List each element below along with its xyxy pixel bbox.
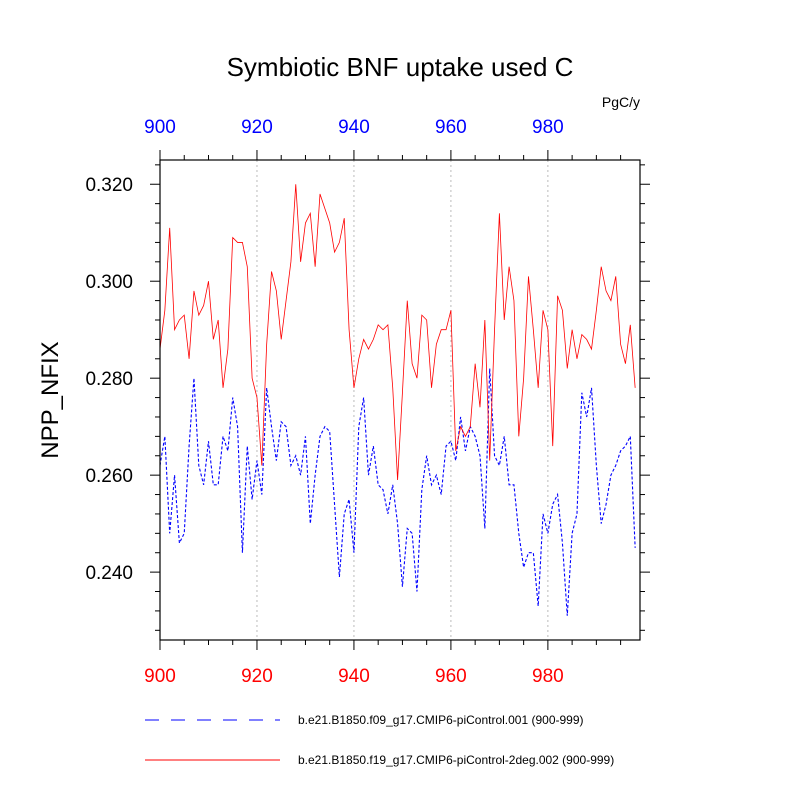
x-tick-label: 980 xyxy=(532,666,564,687)
axis-ticks: 900 920 940 960 980 900 920 940 960 980 0.240 0.260… xyxy=(85,117,650,687)
legend-label-1: b.e21.B1850.f09_g17.CMIP6-piControl.001 … xyxy=(298,713,584,727)
x-tick-label: 940 xyxy=(338,666,370,687)
y-tick-label: 0.280 xyxy=(85,369,133,390)
series-line-1 xyxy=(159,368,636,616)
x-tick-label: 900 xyxy=(144,666,176,687)
units-label: PgC/y xyxy=(602,94,640,110)
x-tick-label: 960 xyxy=(435,666,467,687)
grid-lines xyxy=(256,160,549,640)
y-tick-label: 0.240 xyxy=(85,563,133,584)
y-tick-label: 0.260 xyxy=(85,466,133,487)
y-tick-label: 0.320 xyxy=(85,175,133,196)
x-top-tick-label: 900 xyxy=(144,117,176,138)
legend-label-2: b.e21.B1850.f19_g17.CMIP6-piControl-2deg… xyxy=(298,753,614,767)
legend: b.e21.B1850.f09_g17.CMIP6-piControl.001 … xyxy=(145,713,614,767)
series-layer xyxy=(159,184,636,616)
chart-title: Symbiotic BNF uptake used C xyxy=(227,52,574,82)
x-tick-label: 920 xyxy=(241,666,273,687)
x-top-tick-label: 980 xyxy=(532,117,564,138)
plot-frame xyxy=(159,159,641,641)
series-line-2 xyxy=(159,184,636,481)
y-axis-label: NPP_NFIX xyxy=(37,341,64,458)
x-top-tick-label: 960 xyxy=(435,117,467,138)
x-top-tick-label: 920 xyxy=(241,117,273,138)
x-top-tick-label: 940 xyxy=(338,117,370,138)
y-tick-label: 0.300 xyxy=(85,272,133,293)
